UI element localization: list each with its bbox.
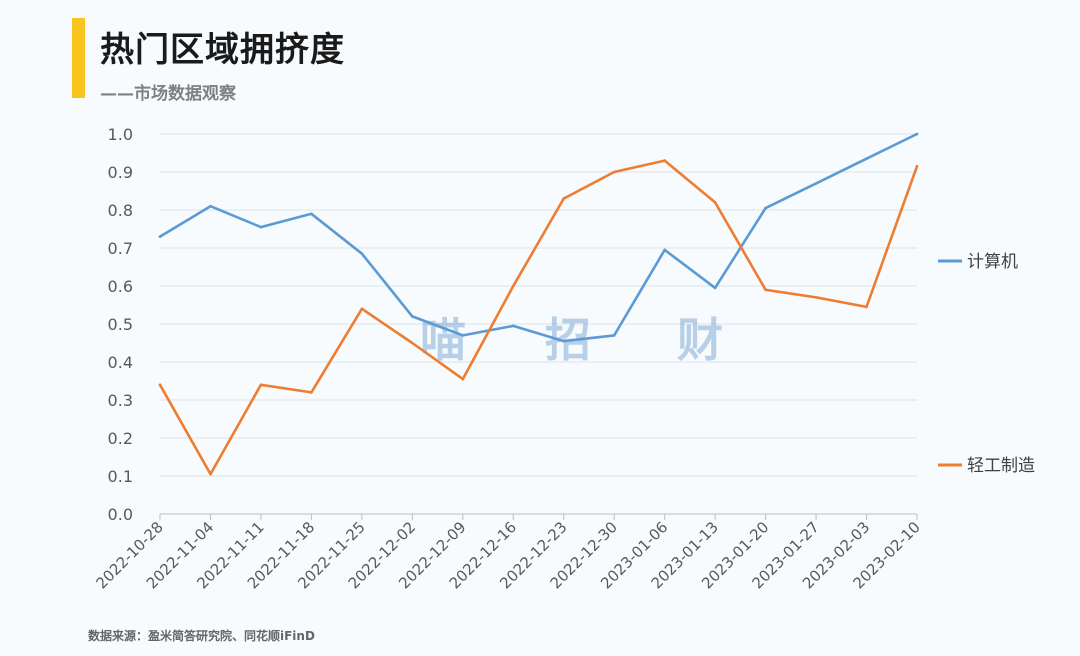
- y-tick-label: 0.8: [108, 201, 133, 220]
- data-point: [310, 212, 313, 216]
- y-tick-label: 0.4: [108, 353, 133, 372]
- data-point: [915, 165, 919, 168]
- data-point: [663, 248, 666, 252]
- data-source: 数据来源：盈米简答研究院、同花顺iFinD: [88, 629, 315, 643]
- x-axis: 2022-10-282022-11-042022-11-112022-11-18…: [92, 513, 924, 592]
- y-tick-label: 0.1: [108, 467, 133, 486]
- data-point: [663, 159, 666, 162]
- data-point: [360, 252, 364, 255]
- data-point: [562, 339, 566, 343]
- data-point: [764, 288, 767, 292]
- page-title: 热门区域拥挤度: [100, 30, 345, 70]
- y-axis-ticks: 0.0 0.1 0.2 0.3 0.4 0.5 0.6 0.7 0.8 0.9 1.0: [108, 125, 133, 524]
- data-point: [411, 341, 414, 345]
- data-point: [360, 307, 364, 311]
- data-point: [562, 197, 566, 200]
- y-tick-label: 0.5: [108, 315, 133, 334]
- y-tick-label: 0.6: [108, 277, 133, 296]
- data-point: [158, 235, 162, 238]
- series-lines: [158, 132, 919, 476]
- data-point: [411, 315, 414, 318]
- series-line-1: [158, 159, 919, 476]
- data-point: [865, 305, 868, 309]
- data-point: [209, 472, 212, 476]
- data-point: [259, 225, 263, 229]
- y-tick-label: 0.2: [108, 429, 133, 448]
- watermark-char: 财: [677, 313, 723, 367]
- data-point: [865, 157, 868, 160]
- data-point: [158, 383, 162, 387]
- y-tick-label: 0.7: [108, 239, 133, 258]
- data-point: [764, 206, 767, 210]
- data-point: [209, 204, 212, 208]
- data-point: [259, 383, 263, 387]
- y-tick-label: 0.0: [108, 505, 133, 524]
- y-tick-label: 0.3: [108, 391, 133, 410]
- data-point: [814, 296, 818, 299]
- watermark: 喵招财: [420, 313, 723, 367]
- data-point: [511, 284, 515, 288]
- page-subtitle: ——市场数据观察: [100, 84, 236, 104]
- y-tick-label: 1.0: [108, 125, 133, 144]
- data-point: [814, 182, 818, 185]
- legend-label: 轻工制造: [967, 456, 1035, 476]
- title-accent-bar: [72, 18, 85, 98]
- grid-lines: [160, 133, 917, 515]
- data-point: [612, 334, 616, 337]
- data-point: [713, 201, 717, 204]
- data-point: [915, 132, 919, 136]
- data-point: [461, 377, 465, 381]
- data-point: [511, 324, 515, 328]
- y-tick-label: 0.9: [108, 163, 133, 182]
- data-point: [612, 170, 616, 174]
- data-point: [310, 391, 313, 394]
- series-line-0: [158, 132, 919, 343]
- legend-label: 计算机: [967, 252, 1018, 272]
- data-point: [713, 286, 717, 290]
- data-point: [461, 334, 465, 337]
